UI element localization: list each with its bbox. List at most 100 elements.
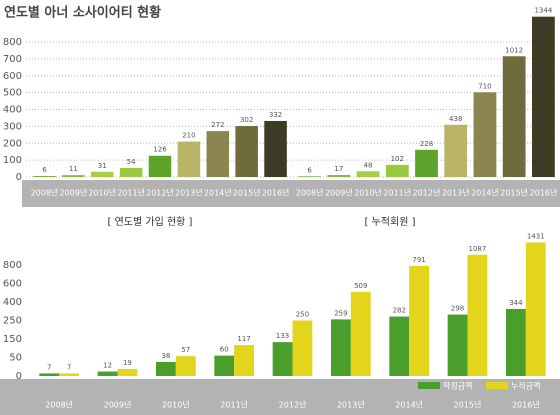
x-tick-label: 2012년 [279,400,307,410]
y-tick-label: 150 [3,334,22,345]
x-tick-label: 2015년 [500,188,528,198]
value-label: 298 [451,305,464,313]
bar [327,174,351,177]
value-label: 791 [412,256,425,264]
x-axis-band [22,180,560,207]
value-label: 250 [296,311,309,319]
chart-caption: [ 누적회원 ] [365,216,416,228]
bar [148,155,172,177]
value-label: 438 [449,115,462,123]
bar [206,131,230,177]
x-tick-label: 2014년 [395,400,423,410]
y-tick-label: 400 [3,105,22,116]
bar [531,16,555,178]
value-label: 344 [509,299,523,307]
value-label: 117 [237,335,250,343]
y-tick-label: 50 [9,353,22,364]
bar [502,56,526,178]
value-label: 710 [478,82,491,90]
value-label: 1012 [505,46,523,54]
legend-swatch [486,382,508,389]
value-label: 332 [269,111,282,119]
value-label: 19 [123,359,132,367]
x-tick-label: 2008년 [45,400,73,410]
x-tick-label: 2016년 [262,188,290,198]
value-label: 133 [276,332,289,340]
value-label: 259 [334,309,347,317]
x-tick-label: 2009년 [325,188,353,198]
value-label: 6 [42,166,47,174]
bar [59,373,79,376]
x-tick-label: 2016년 [512,400,540,410]
bar [331,319,351,376]
value-label: 12 [103,362,112,370]
value-label: 38 [161,352,170,360]
x-tick-label: 2015년 [454,400,482,410]
value-label: 509 [354,282,367,290]
bar [90,171,114,177]
value-label: 54 [127,158,136,166]
y-tick-label: 800 [3,260,22,271]
bar [39,373,60,376]
bar [117,368,138,376]
bar [62,175,85,177]
x-tick-label: 2010년 [354,188,382,198]
y-tick-label: 100 [3,155,22,166]
legend-label: 누적금액 [511,381,540,391]
bar [292,320,313,376]
x-tick-label: 2009년 [59,188,87,198]
value-label: 228 [420,140,433,148]
value-label: 282 [393,307,406,315]
x-tick-label: 2012년 [146,188,174,198]
value-label: 6 [307,166,312,174]
bar [235,126,258,177]
x-tick-label: 2011년 [220,400,248,410]
y-tick-label: 0 [16,371,22,382]
y-tick-label: 500 [3,88,22,99]
bar [409,265,429,376]
y-tick-label: 600 [3,71,22,82]
value-label: 102 [391,155,404,163]
bar [175,356,196,376]
value-label: 48 [364,161,373,169]
value-label: 60 [220,346,229,354]
x-tick-label: 2013년 [442,188,470,198]
bar [214,355,235,376]
value-label: 302 [240,116,253,124]
value-label: 1344 [534,7,552,15]
x-tick-label: 2016년 [530,188,558,198]
bar [156,361,176,376]
value-label: 7 [67,363,71,371]
x-tick-label: 2008년 [296,188,324,198]
bar [356,171,380,177]
x-tick-label: 2010년 [88,188,116,198]
bar [473,92,497,177]
bar [467,254,488,376]
bar [447,314,468,376]
y-tick-label: 600 [3,279,22,290]
value-label: 210 [182,132,195,140]
x-tick-label: 2009년 [104,400,132,410]
x-tick-label: 2015년 [233,188,261,198]
x-tick-label: 2008년 [31,188,59,198]
x-tick-label: 2011년 [383,188,411,198]
bar [350,291,371,376]
value-label: 17 [334,165,343,173]
bar [298,176,322,177]
bar [264,120,287,177]
bar [97,371,118,376]
y-tick-label: 0 [16,172,22,183]
x-tick-label: 2012년 [413,188,441,198]
bar [234,345,254,376]
value-label: 1431 [527,232,545,240]
y-tick-label: 800 [3,37,22,48]
bar [506,308,526,376]
x-tick-label: 2014년 [471,188,499,198]
bar [444,124,468,177]
x-tick-label: 2010년 [162,400,190,410]
y-tick-label: 200 [3,138,22,149]
bar [177,141,201,177]
bar [415,149,438,177]
x-tick-label: 2014년 [204,188,232,198]
